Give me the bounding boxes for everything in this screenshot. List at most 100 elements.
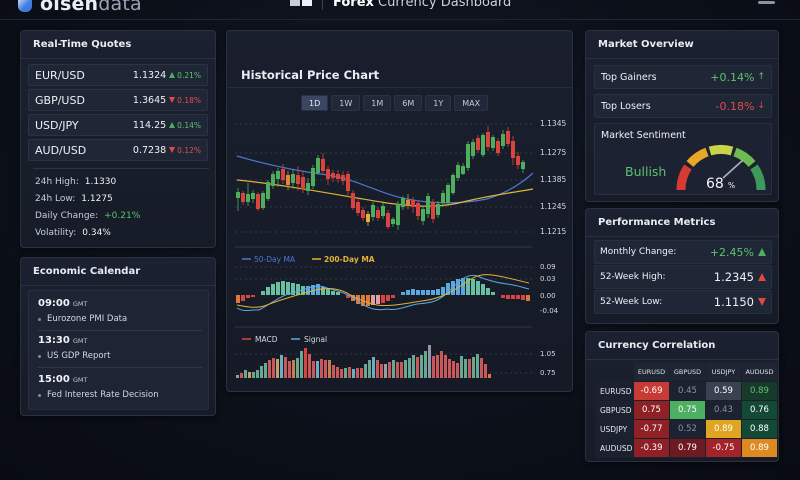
svg-text:1.1345: 1.1345 bbox=[540, 119, 566, 128]
stat-daily-change: Daily Change: +0.21% bbox=[35, 211, 140, 221]
event-name: US GDP Report bbox=[47, 351, 111, 361]
column-header: AUDUSD bbox=[741, 362, 778, 382]
sentiment-gauge: 68 % bbox=[676, 145, 766, 192]
bullet-icon bbox=[38, 354, 41, 358]
panel-title: Performance Metrics bbox=[586, 209, 778, 237]
table-row: EURUSD -0.69 0.45 0.59 0.89 bbox=[595, 381, 778, 401]
top-gainers-row[interactable]: Top Gainers +0.14% ↑ bbox=[594, 65, 772, 89]
up-arrow-icon bbox=[758, 248, 766, 256]
correlation-cell[interactable]: -0.77 bbox=[633, 419, 670, 439]
top-losers-row[interactable]: Top Losers -0.18% ↓ bbox=[594, 94, 772, 118]
correlation-cell[interactable]: 0.59 bbox=[705, 381, 742, 401]
correlation-cell[interactable]: 0.79 bbox=[669, 438, 706, 458]
correlation-cell[interactable]: -0.39 bbox=[633, 438, 670, 458]
svg-text:0.00: 0.00 bbox=[540, 292, 556, 300]
quote-row-usdjpy[interactable]: USD/JPY 114.25 0.14% bbox=[28, 114, 208, 136]
top-losers-value: -0.18% bbox=[715, 99, 755, 113]
table-row: AUDUSD -0.39 0.79 -0.75 0.89 bbox=[595, 438, 778, 458]
quote-row-audusd[interactable]: AUD/USD 0.7238 0.12% bbox=[28, 139, 208, 161]
panel-title: Currency Correlation bbox=[586, 332, 778, 360]
stat-24h-low: 24h Low: 1.1275 bbox=[35, 194, 113, 204]
tab-6m[interactable]: 6M bbox=[394, 95, 423, 111]
calendar-event[interactable]: 09:00 GMT Eurozone PMI Data bbox=[38, 298, 202, 324]
ma200-legend-label: 200-Day MA bbox=[324, 255, 375, 264]
macd-axis: 0.09 0.03 0.00 -0.04 bbox=[540, 263, 559, 315]
up-arrow-icon bbox=[758, 273, 766, 281]
quote-pair: AUD/USD bbox=[35, 143, 87, 157]
tab-1w[interactable]: 1W bbox=[331, 95, 361, 111]
price-chart[interactable]: 1.1345 1.1275 1.1385 1.1245 1.1215 bbox=[227, 113, 572, 413]
menu-icon[interactable] bbox=[758, 1, 775, 4]
correlation-cell[interactable]: 0.76 bbox=[741, 400, 778, 420]
tab-1m[interactable]: 1M bbox=[363, 95, 392, 111]
quote-change: 0.18% bbox=[177, 95, 201, 105]
stat-value: 1.1330 bbox=[84, 177, 117, 187]
correlation-cell[interactable]: -0.69 bbox=[633, 381, 670, 401]
quote-row-eurusd[interactable]: EUR/USD 1.1324 0.21% bbox=[28, 64, 208, 86]
table-row: USDJPY -0.77 0.52 0.89 0.88 bbox=[595, 419, 778, 439]
metric-label: 52-Week Low: bbox=[600, 297, 663, 307]
stat-label: 24h High: bbox=[35, 177, 79, 187]
correlation-cell[interactable]: 0.75 bbox=[633, 400, 670, 420]
calendar-event[interactable]: 13:30 GMT US GDP Report bbox=[38, 335, 202, 361]
panel-title: Historical Price Chart bbox=[241, 68, 380, 82]
correlation-cell[interactable]: 0.52 bbox=[669, 419, 706, 439]
stat-volatility: Volatility: 0.34% bbox=[35, 228, 111, 238]
event-timezone: GMT bbox=[72, 300, 88, 308]
title-rest: Currency Dashboard bbox=[373, 0, 512, 10]
calendar-event[interactable]: 15:00 GMT Fed Interest Rate Decision bbox=[38, 374, 202, 400]
event-name: Fed Interest Rate Decision bbox=[47, 390, 159, 400]
quote-price: 1.3645 bbox=[132, 94, 167, 106]
correlation-cell[interactable]: 0.88 bbox=[741, 419, 778, 439]
divider bbox=[33, 168, 209, 169]
brand-logo[interactable]: olsendata bbox=[18, 0, 142, 15]
correlation-cell[interactable]: 0.89 bbox=[705, 419, 742, 439]
monthly-change-row[interactable]: Monthly Change: +2.45% bbox=[594, 240, 772, 264]
quote-row-gbpusd[interactable]: GBP/USD 1.3645 0.18% bbox=[28, 89, 208, 111]
event-name: Eurozone PMI Data bbox=[47, 314, 128, 324]
candles bbox=[236, 126, 525, 230]
quote-pair: GBP/USD bbox=[35, 93, 85, 107]
correlation-cell[interactable]: 0.43 bbox=[705, 400, 742, 420]
correlation-cell[interactable]: 0.45 bbox=[669, 381, 706, 401]
performance-metrics-panel: Performance Metrics Monthly Change: +2.4… bbox=[585, 208, 779, 324]
52-week-low-row[interactable]: 52-Week Low: 1.1150 bbox=[594, 290, 772, 314]
bullet-icon bbox=[38, 393, 41, 397]
top-losers-label: Top Losers bbox=[601, 100, 651, 112]
dashboard-title: Forex Currency Dashboard bbox=[290, 0, 511, 10]
svg-text:1.1275: 1.1275 bbox=[540, 148, 566, 157]
ma-legend: 50-Day MA 200-Day MA bbox=[242, 255, 375, 264]
table-row: GBPUSD 0.75 0.75 0.43 0.76 bbox=[595, 400, 778, 420]
event-time: 09:00 bbox=[38, 298, 70, 309]
top-gainers-label: Top Gainers bbox=[601, 71, 657, 83]
correlation-cell[interactable]: 0.75 bbox=[669, 400, 706, 420]
divider bbox=[227, 87, 572, 88]
svg-text:1.1385: 1.1385 bbox=[540, 175, 566, 184]
tab-max[interactable]: MAX bbox=[454, 95, 489, 111]
macd-histogram bbox=[236, 278, 530, 306]
stat-value: +0.21% bbox=[104, 211, 141, 221]
metric-label: 52-Week High: bbox=[600, 272, 666, 282]
macd-legend: MACD Signal bbox=[242, 335, 327, 344]
stat-label: Daily Change: bbox=[35, 211, 99, 221]
quote-pair: EUR/USD bbox=[35, 68, 85, 82]
correlation-cell[interactable]: 0.89 bbox=[741, 438, 778, 458]
tab-1y[interactable]: 1Y bbox=[425, 95, 452, 111]
svg-text:1.1215: 1.1215 bbox=[540, 227, 566, 236]
correlation-cell[interactable]: -0.75 bbox=[705, 438, 742, 458]
panel-title: Real-Time Quotes bbox=[21, 31, 215, 59]
macd-legend-label: MACD bbox=[255, 335, 278, 344]
signal-legend-label: Signal bbox=[304, 335, 327, 344]
event-timezone: GMT bbox=[72, 337, 88, 345]
bullet-icon bbox=[38, 317, 41, 321]
correlation-cell[interactable]: 0.89 bbox=[741, 381, 778, 401]
52-week-high-row[interactable]: 52-Week High: 1.2345 bbox=[594, 265, 772, 289]
svg-text:-0.04: -0.04 bbox=[540, 307, 559, 315]
sentiment-label: Market Sentiment bbox=[601, 130, 686, 141]
stat-value: 1.1275 bbox=[81, 194, 113, 204]
tab-1d[interactable]: 1D bbox=[301, 95, 329, 111]
price-axis: 1.1345 1.1275 1.1385 1.1245 1.1215 bbox=[540, 119, 566, 236]
quote-pair: USD/JPY bbox=[35, 118, 79, 132]
quote-price: 0.7238 bbox=[132, 144, 167, 156]
sentiment-value: Bullish bbox=[625, 164, 667, 179]
